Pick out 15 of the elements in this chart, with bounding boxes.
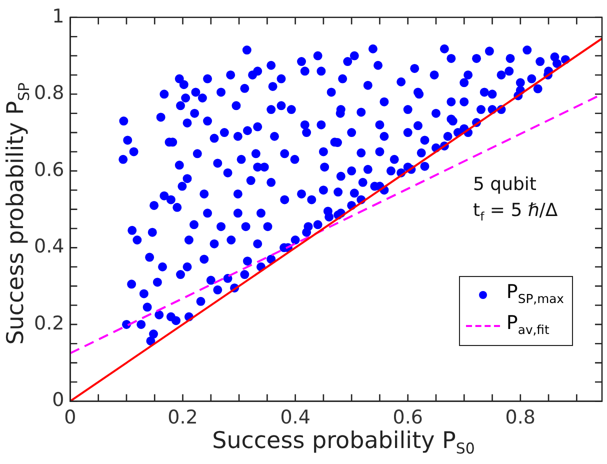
- x-axis-title: Success probability P$_{S0}$: [211, 428, 476, 458]
- x-tick-label: 0.8: [505, 406, 536, 429]
- y-tick-label: 0.8: [34, 82, 64, 104]
- legend-label: P$_{SP,max}$: [506, 280, 564, 308]
- annotation: 5 qubit: [473, 173, 538, 197]
- annotation: t$_{f}$ = 5 ℏ/Δ: [473, 199, 558, 226]
- x-tick-label: 0.4: [280, 406, 310, 429]
- y-tick-label: 1: [52, 5, 64, 28]
- y-tick-label: 0.2: [34, 312, 64, 334]
- legend-label: P$_{av,fit}$: [506, 310, 550, 339]
- x-tick-label: 0.2: [168, 406, 198, 429]
- y-tick-label: 0: [52, 389, 64, 412]
- y-tick-label: 0.4: [34, 236, 64, 258]
- y-tick-label: 0.6: [34, 158, 64, 181]
- x-tick-label: 0.6: [392, 406, 423, 429]
